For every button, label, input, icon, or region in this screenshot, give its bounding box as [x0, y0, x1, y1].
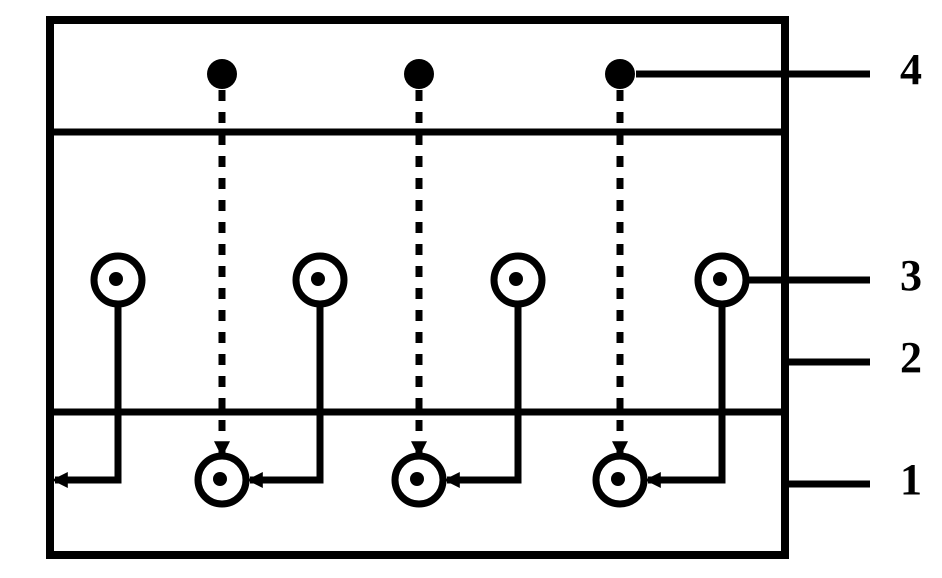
mid-circle-inner	[713, 272, 727, 286]
top-dot	[605, 59, 635, 89]
mid-circle-inner	[109, 272, 123, 286]
top-dot	[404, 59, 434, 89]
mid-circle-inner	[509, 272, 523, 286]
diagram-canvas: 4 3 2 1	[0, 0, 942, 578]
top-dot	[207, 59, 237, 89]
bottom-circle-inner	[410, 472, 424, 486]
callout-label: 1	[900, 455, 922, 504]
mid-circle-inner	[311, 272, 325, 286]
bottom-circle-inner	[213, 472, 227, 486]
callout-label: 2	[900, 333, 922, 382]
callout-label: 3	[900, 251, 922, 300]
callout-label: 4	[900, 45, 922, 94]
bottom-circle-inner	[611, 472, 625, 486]
